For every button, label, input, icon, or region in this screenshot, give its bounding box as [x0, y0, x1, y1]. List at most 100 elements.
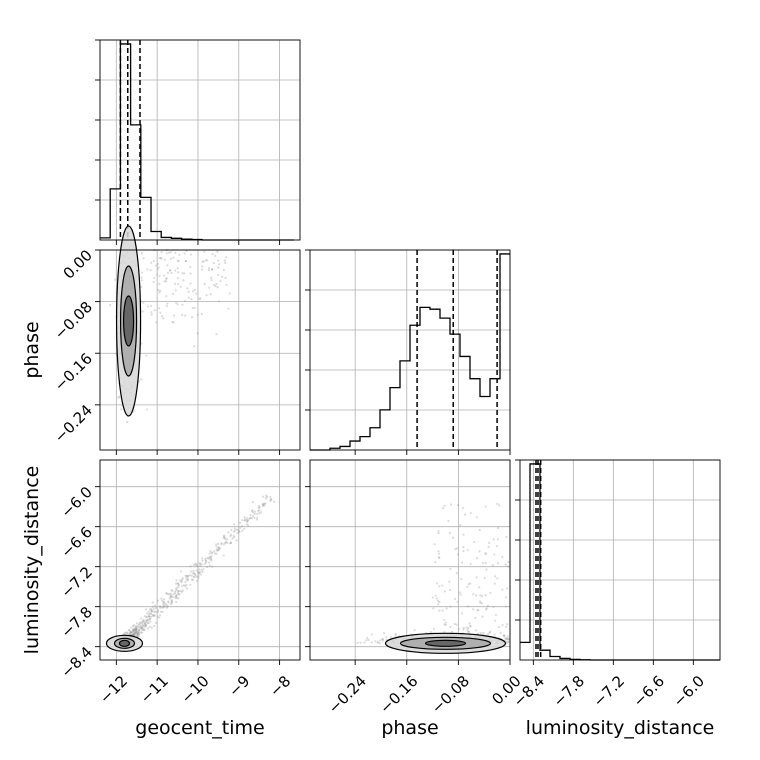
- sample-point: [175, 593, 178, 597]
- sample-point: [147, 619, 150, 622]
- sample-point: [126, 420, 129, 423]
- x-axis-label-luminosity-distance: luminosity_distance: [526, 717, 715, 739]
- sample-point: [475, 516, 479, 519]
- sample-point: [182, 584, 186, 587]
- sample-point: [158, 282, 161, 286]
- sample-point: [161, 610, 164, 614]
- sample-point: [478, 528, 481, 531]
- x-tick-label-luminosity-distance: −7.8: [550, 672, 588, 710]
- sample-point: [165, 277, 168, 280]
- sample-point: [507, 640, 510, 643]
- sample-point: [136, 633, 139, 637]
- sample-point: [220, 543, 223, 546]
- sample-point: [170, 271, 173, 275]
- sample-point: [506, 635, 509, 638]
- sample-point: [186, 574, 190, 578]
- sample-point: [189, 282, 192, 285]
- panel-frame-phase-vs-luminosity-distance: [309, 459, 511, 661]
- sample-point: [173, 592, 177, 595]
- sample-point: [506, 587, 509, 590]
- data-layer: [100, 40, 720, 661]
- sample-point: [222, 269, 225, 272]
- sample-point: [146, 612, 149, 615]
- sample-point: [469, 562, 472, 566]
- sample-point: [224, 261, 227, 265]
- sample-point: [168, 597, 171, 600]
- sample-point: [381, 637, 385, 641]
- sample-point: [189, 265, 192, 269]
- sample-point: [193, 306, 196, 309]
- panel-frame-luminosity-distance: [519, 459, 721, 661]
- sample-point: [137, 631, 140, 635]
- sample-point: [162, 600, 165, 603]
- sample-point: [129, 631, 133, 634]
- sample-point: [169, 251, 173, 254]
- sample-point: [432, 607, 435, 610]
- sample-point: [488, 631, 491, 634]
- sample-point: [205, 259, 208, 262]
- sample-point: [203, 562, 206, 565]
- sample-point: [153, 276, 156, 280]
- sample-point: [165, 592, 168, 595]
- sample-point: [507, 637, 510, 641]
- sample-point: [486, 604, 490, 607]
- sample-point: [142, 618, 145, 621]
- sample-point: [438, 585, 441, 588]
- sample-point: [193, 572, 197, 576]
- sample-point: [151, 601, 154, 604]
- sample-point: [232, 530, 235, 533]
- sample-point: [156, 610, 160, 613]
- sample-point: [170, 601, 173, 604]
- sample-point: [215, 545, 218, 548]
- sample-point: [172, 314, 176, 317]
- sample-point: [459, 524, 462, 527]
- sample-point: [211, 565, 214, 568]
- sample-point: [140, 626, 144, 630]
- sample-point: [366, 637, 369, 640]
- sample-point: [224, 276, 227, 280]
- sample-point: [505, 641, 509, 645]
- sample-point: [141, 620, 144, 623]
- sample-point: [114, 352, 118, 355]
- sample-point: [185, 578, 188, 582]
- sample-point: [132, 633, 135, 636]
- sample-point: [269, 498, 273, 501]
- sample-point: [210, 268, 213, 271]
- sample-point: [162, 602, 165, 605]
- sample-point: [133, 629, 137, 632]
- sample-point: [158, 274, 161, 278]
- sample-point: [246, 520, 249, 523]
- sample-point: [382, 631, 386, 634]
- x-tick-label-geocent-time: −12: [96, 672, 131, 707]
- sample-point: [156, 268, 160, 271]
- sample-point: [154, 621, 158, 625]
- sample-point: [486, 607, 489, 610]
- sample-point: [159, 610, 163, 613]
- sample-point: [142, 257, 145, 260]
- sample-point: [200, 563, 203, 566]
- sample-point: [250, 517, 253, 520]
- sample-point: [394, 632, 397, 636]
- sample-point: [503, 634, 506, 637]
- sample-point: [174, 289, 177, 292]
- sample-point: [487, 545, 490, 549]
- sample-point: [141, 624, 145, 627]
- sample-point: [177, 593, 181, 596]
- sample-point: [213, 550, 216, 553]
- sample-point: [257, 506, 260, 510]
- sample-point: [239, 526, 242, 529]
- sample-point: [134, 631, 137, 634]
- sample-point: [135, 630, 138, 633]
- sample-point: [452, 536, 455, 539]
- sample-point: [205, 259, 208, 262]
- sample-point: [184, 585, 187, 588]
- sample-point: [156, 599, 160, 602]
- sample-point: [454, 548, 457, 551]
- sample-point: [229, 534, 232, 538]
- sample-point: [162, 606, 165, 609]
- sample-point: [449, 567, 452, 571]
- sample-point: [256, 512, 259, 515]
- sample-point: [177, 585, 180, 588]
- sample-point: [152, 259, 155, 263]
